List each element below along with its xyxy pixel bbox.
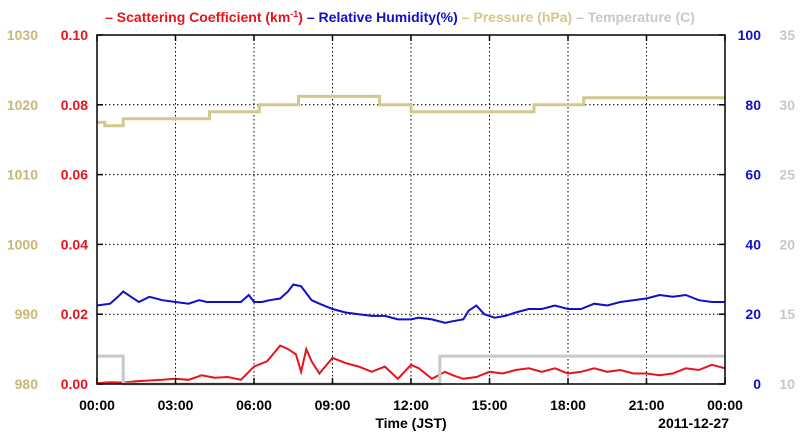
legend-item-tail: ) <box>298 9 303 25</box>
humidity-tick-label: 20 <box>745 306 761 322</box>
humidity-tick-label: 60 <box>745 167 761 183</box>
scattering-tick-label: 0.10 <box>61 27 88 43</box>
legend-dash: – <box>105 9 117 25</box>
pressure-tick-label: 980 <box>15 376 39 392</box>
x-tick-label: 06:00 <box>236 397 272 413</box>
x-tick-label: 03:00 <box>158 397 194 413</box>
legend-dash: – <box>572 9 588 25</box>
legend-dash: – <box>303 9 319 25</box>
x-tick-label: 00:00 <box>79 397 115 413</box>
legend-item-tail: C) <box>680 9 695 25</box>
temperature-tick-label: 30 <box>779 97 795 113</box>
legend-text: – Scattering Coefficient (km-1) – Relati… <box>105 9 695 25</box>
x-tick-label: 00:00 <box>707 397 743 413</box>
humidity-tick-label: 100 <box>738 27 762 43</box>
date-label: 2011-12-27 <box>658 415 729 431</box>
pressure-tick-label: 1010 <box>7 167 38 183</box>
grid-lines <box>97 35 725 384</box>
x-tick-label: 18:00 <box>550 397 586 413</box>
legend-item-label: Pressure (hPa) <box>473 9 572 25</box>
humidity-tick-label: 0 <box>753 376 761 392</box>
x-axis-label: Time (JST) <box>375 415 446 431</box>
temperature-tick-label: 35 <box>779 27 795 43</box>
x-tick-label: 12:00 <box>393 397 429 413</box>
pressure-tick-label: 1020 <box>7 97 38 113</box>
pressure-tick-label: 1030 <box>7 27 38 43</box>
humidity-tick-label: 40 <box>745 236 761 252</box>
humidity-tick-label: 80 <box>745 97 761 113</box>
series-line-pressure <box>97 94 725 128</box>
pressure-tick-label: 990 <box>15 306 39 322</box>
pressure-tick-label: 1000 <box>7 236 38 252</box>
series-line-scattering <box>96 344 726 385</box>
legend-item-label: Temperature ( <box>588 9 681 25</box>
scattering-tick-label: 0.00 <box>61 376 88 392</box>
legend: – Scattering Coefficient (km-1) – Relati… <box>105 9 695 25</box>
legend-item-label: Scattering Coefficient (km <box>117 9 290 25</box>
scattering-tick-label: 0.06 <box>61 167 88 183</box>
scattering-tick-label: 0.04 <box>61 236 88 252</box>
scattering-tick-label: 0.02 <box>61 306 88 322</box>
x-tick-label: 21:00 <box>629 397 665 413</box>
tick-marks <box>96 34 726 385</box>
temperature-tick-label: 25 <box>779 167 795 183</box>
x-tick-label: 09:00 <box>315 397 351 413</box>
legend-dash: – <box>458 9 474 25</box>
temperature-tick-label: 15 <box>779 306 795 322</box>
series-line-humidity <box>96 283 725 324</box>
temperature-tick-label: 20 <box>779 236 795 252</box>
axis-labels: 00:00 03:00 06:00 09:00 12:00 15:00 18:00 21:00… <box>7 27 795 431</box>
legend-superscript: -1 <box>290 9 298 19</box>
scattering-tick-label: 0.08 <box>61 97 88 113</box>
x-tick-label: 15:00 <box>472 397 508 413</box>
legend-item-label: Relative Humidity(%) <box>319 9 458 25</box>
temperature-tick-label: 10 <box>779 376 795 392</box>
